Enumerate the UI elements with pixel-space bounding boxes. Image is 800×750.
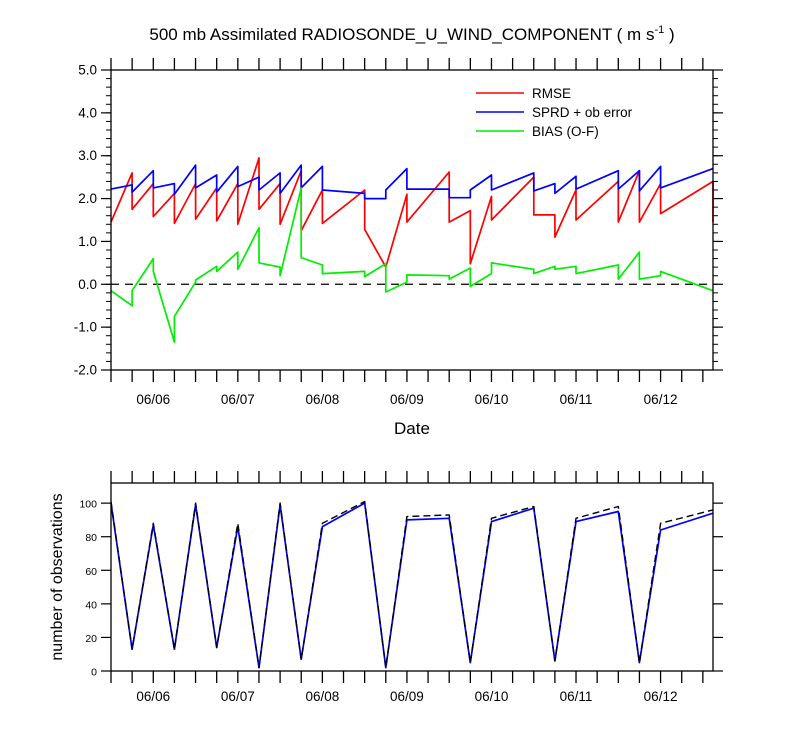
legend-label-sprd: SPRD + ob error bbox=[532, 105, 633, 120]
bottom-xtick-label: 06/06 bbox=[136, 689, 170, 704]
bottom-ytick-label: 80 bbox=[85, 532, 97, 544]
top-ytick-label: -1.0 bbox=[74, 320, 97, 335]
top-xtick-label: 06/07 bbox=[221, 392, 255, 407]
top-ytick-label: 1.0 bbox=[78, 234, 97, 249]
legend-label-bias: BIAS (O-F) bbox=[532, 124, 599, 139]
bottom-xtick-label: 06/10 bbox=[475, 689, 509, 704]
bottom-ytick-label: 100 bbox=[79, 499, 97, 511]
top-panel: 500 mb Assimilated RADIOSONDE_U_WIND_COM… bbox=[74, 24, 723, 438]
legend-label-rmse: RMSE bbox=[532, 86, 571, 101]
bottom-xtick-label: 06/12 bbox=[644, 689, 678, 704]
top-plot-frame bbox=[110, 69, 714, 371]
bottom-plot-frame bbox=[110, 482, 714, 672]
top-title: 500 mb Assimilated RADIOSONDE_U_WIND_COM… bbox=[149, 24, 674, 44]
bottom-xtick-label: 06/08 bbox=[305, 689, 339, 704]
top-series-bias-o-f bbox=[110, 187, 714, 343]
top-xtick-label: 06/06 bbox=[136, 392, 170, 407]
bottom-xtick-label: 06/09 bbox=[390, 689, 424, 704]
bottom-xtick-label: 06/11 bbox=[560, 689, 593, 704]
top-series-rmse bbox=[110, 157, 714, 268]
top-ytick-label: -2.0 bbox=[74, 363, 97, 378]
bottom-panel: 100 80 60 40 20 0 06/06 06/07 06/08 06/09 06/10 06/… bbox=[49, 471, 723, 704]
bottom-xtick-label: 06/07 bbox=[221, 689, 255, 704]
bottom-ylabel: number of observations bbox=[49, 493, 66, 660]
bottom-ytick-label: 20 bbox=[85, 633, 97, 645]
top-xtick-label: 06/11 bbox=[560, 392, 593, 407]
top-xlabel: Date bbox=[394, 419, 430, 438]
top-plot-data bbox=[110, 157, 714, 343]
bottom-ytick-label: 40 bbox=[85, 599, 97, 611]
bottom-ytick-label: 60 bbox=[85, 566, 97, 578]
top-xtick-label: 06/12 bbox=[644, 392, 678, 407]
bottom-ytick-label: 0 bbox=[91, 667, 97, 679]
top-axes: 5.0 4.0 3.0 2.0 1.0 0.0 -1.0 -2.0 06/06 06/07 06/0… bbox=[74, 58, 723, 407]
top-ytick-label: 0.0 bbox=[78, 277, 97, 292]
top-ytick-label: 2.0 bbox=[78, 191, 97, 206]
bottom-axes: 100 80 60 40 20 0 06/06 06/07 06/08 06/09 06/10 06/… bbox=[79, 471, 723, 704]
top-ytick-label: 3.0 bbox=[78, 148, 97, 163]
top-ytick-label: 4.0 bbox=[78, 105, 97, 120]
bottom-plot-data bbox=[110, 500, 714, 669]
top-series-sprd-ob-error bbox=[110, 164, 714, 200]
bottom-series-possible bbox=[110, 500, 714, 669]
top-xtick-label: 06/10 bbox=[475, 392, 509, 407]
top-ytick-label: 5.0 bbox=[78, 63, 97, 78]
bottom-series-used bbox=[110, 502, 714, 669]
top-xtick-label: 06/09 bbox=[390, 392, 424, 407]
top-xtick-label: 06/08 bbox=[305, 392, 339, 407]
legend: RMSE SPRD + ob error BIAS (O-F) bbox=[476, 86, 633, 139]
